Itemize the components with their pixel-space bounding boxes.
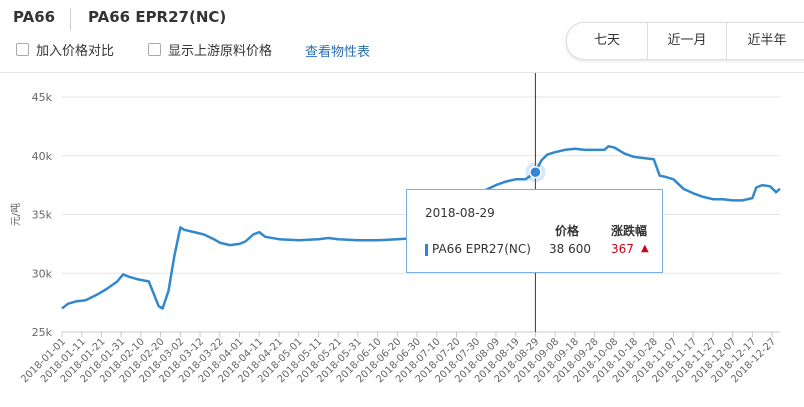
upstream-checkbox-row[interactable]: 显示上游原料价格 [148, 40, 272, 59]
price-line-chart[interactable]: 25k30k35k40k45k元/吨2018-01-012018-01-1120… [0, 73, 804, 407]
compare-checkbox[interactable] [16, 43, 29, 56]
tooltip-price-header: 价格 [555, 224, 580, 238]
range-button-group: 七天 近一月 近半年 [566, 22, 804, 60]
compare-label: 加入价格对比 [36, 44, 115, 59]
title-divider [70, 8, 71, 30]
up-arrow-icon: ▲ [641, 243, 649, 254]
category-title: PA66 [13, 8, 56, 26]
compare-checkbox-row[interactable]: 加入价格对比 [16, 40, 114, 59]
highlight-point [529, 165, 542, 179]
chart-tooltip: 2018-08-29 价格 涨跌幅 PA66 EPR27(NC) 38 600 … [406, 189, 663, 273]
y-tick-label: 25k [32, 326, 53, 339]
range-6m-button[interactable]: 近半年 [747, 33, 787, 48]
series-marker [425, 244, 428, 256]
y-tick-label: 40k [32, 150, 53, 163]
property-sheet-link[interactable]: 查看物性表 [305, 45, 371, 60]
tooltip-change: 367 [611, 242, 634, 256]
header-divider [0, 72, 804, 73]
tooltip-change-header: 涨跌幅 [611, 224, 648, 238]
y-tick-label: 30k [32, 267, 53, 280]
y-axis-label: 元/吨 [9, 203, 22, 226]
product-title: PA66 EPR27(NC) [88, 8, 227, 26]
upstream-checkbox[interactable] [148, 43, 161, 56]
upstream-label: 显示上游原料价格 [168, 44, 273, 59]
y-tick-label: 45k [32, 91, 53, 104]
y-tick-label: 35k [32, 209, 53, 222]
tooltip-series-name: PA66 EPR27(NC) [432, 242, 531, 256]
range-1m-button[interactable]: 近一月 [648, 23, 727, 59]
range-7d-button[interactable]: 七天 [567, 23, 648, 59]
tooltip-price: 38 600 [549, 242, 591, 256]
tooltip-date: 2018-08-29 [425, 206, 495, 220]
header: PA66 PA66 EPR27(NC) 加入价格对比 显示上游原料价格 查看物性… [0, 0, 804, 72]
